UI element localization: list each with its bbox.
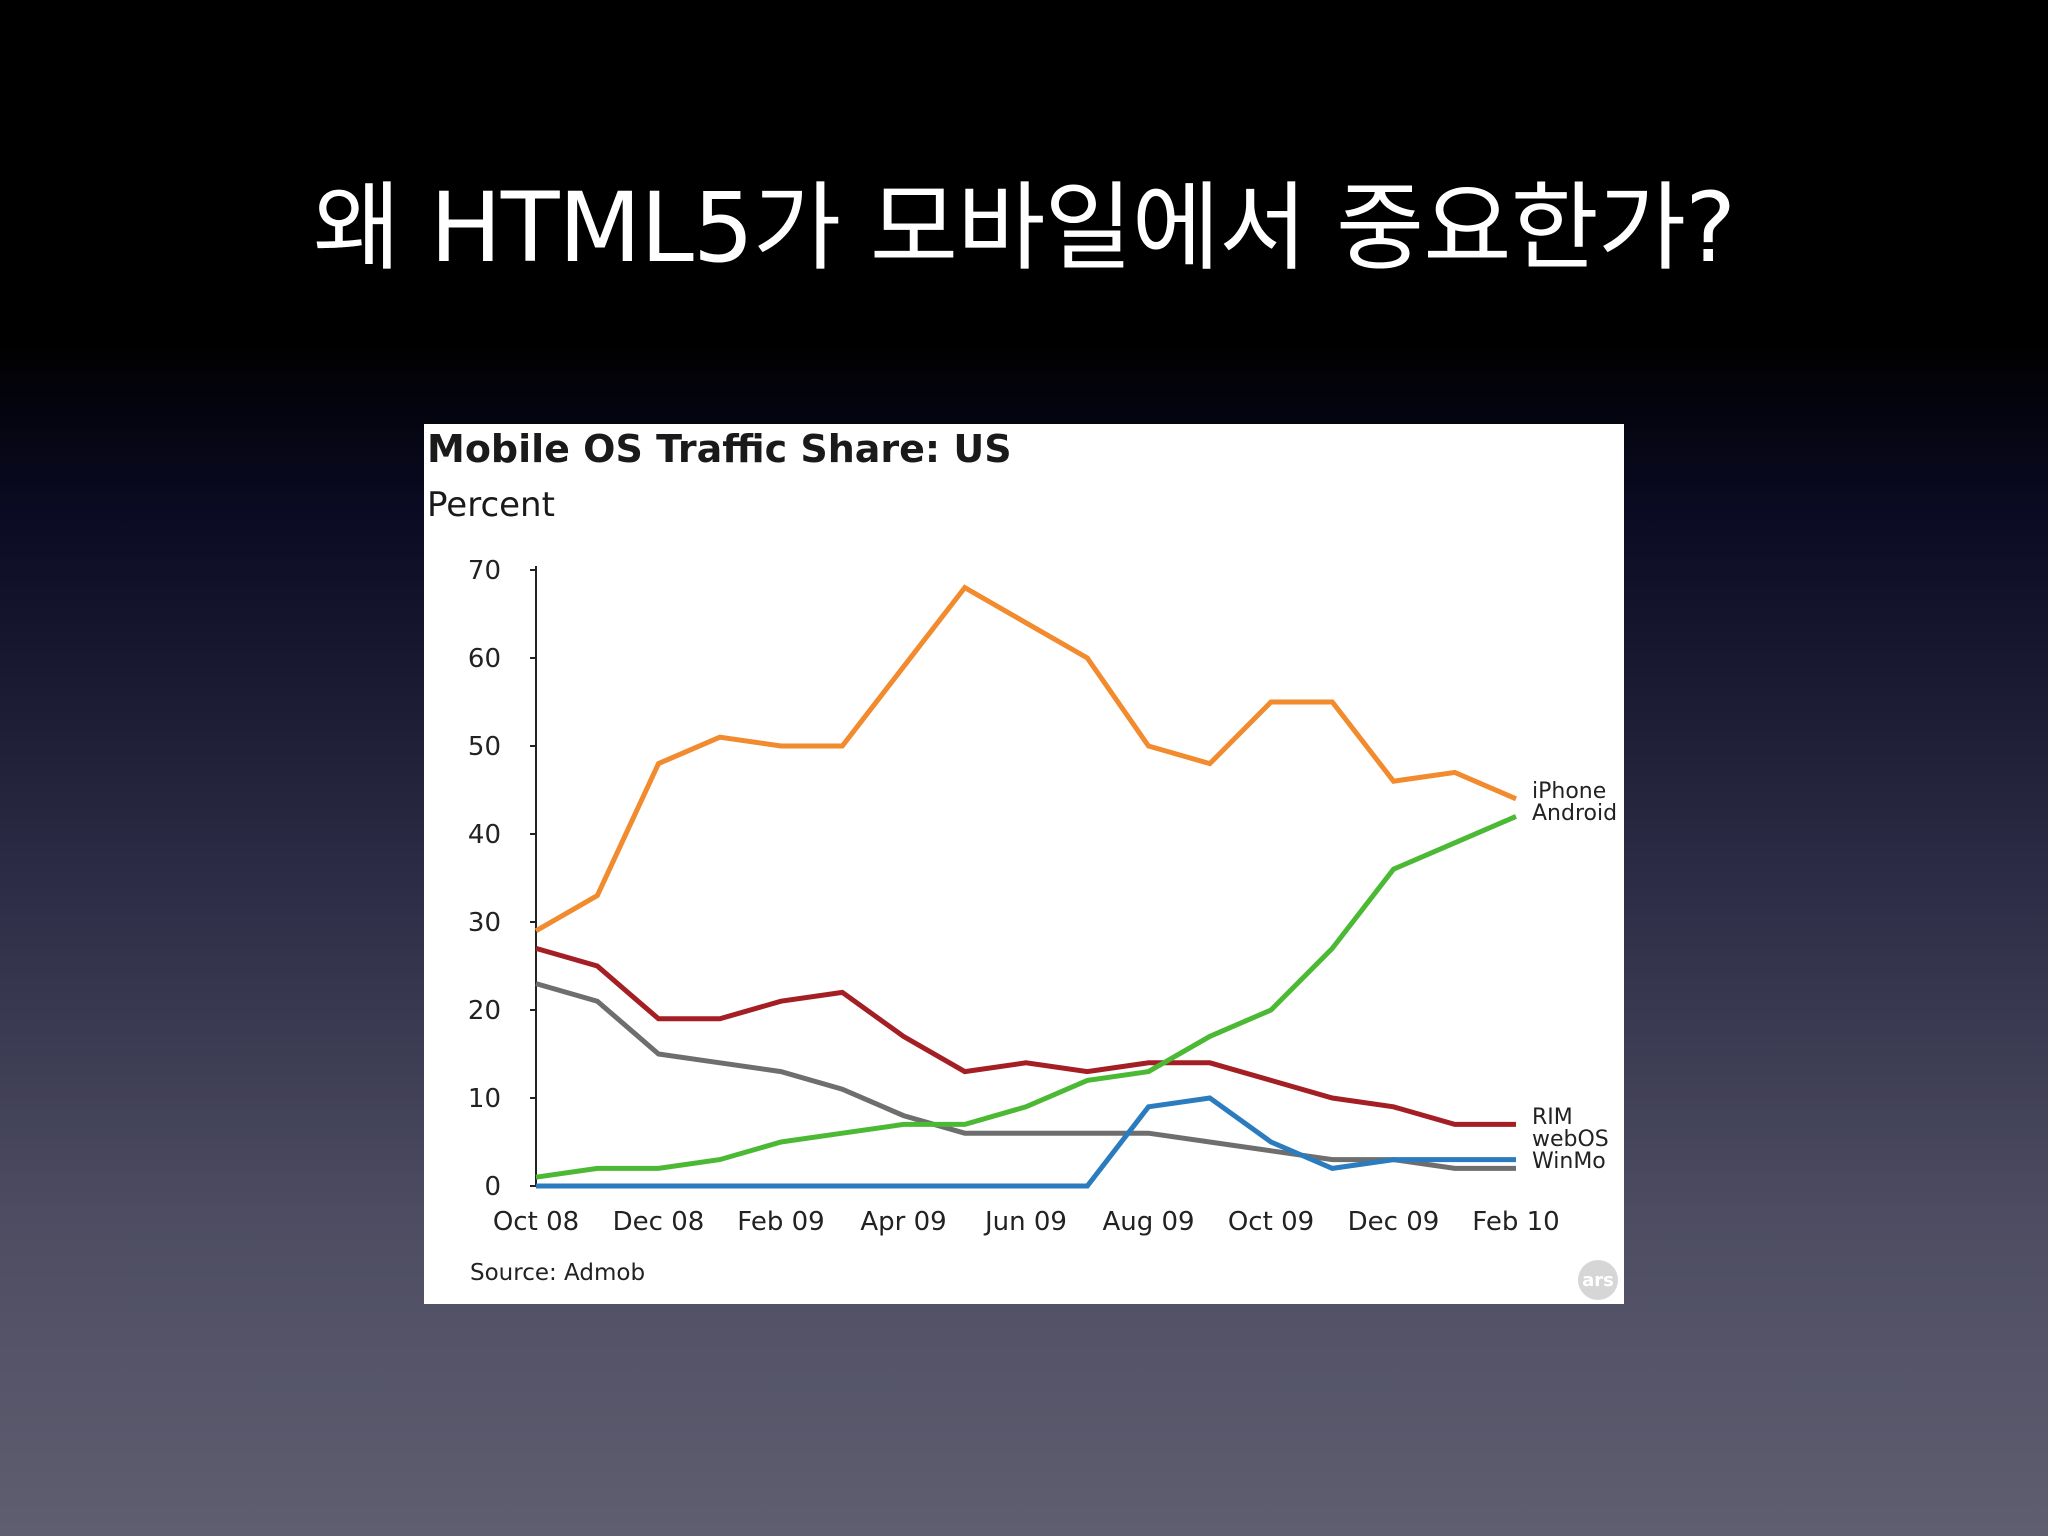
series-label-rim: RIM xyxy=(1532,1105,1573,1130)
y-tick-label: 30 xyxy=(468,908,501,938)
chart-axes: 0 10 20 30 40 50 60 70 Oct 08 Dec 08 Feb 09 Apr 09 J… xyxy=(468,556,1560,1237)
source-note: Source: Admob xyxy=(470,1260,645,1286)
ars-logo-text: ars xyxy=(1582,1270,1614,1291)
series-line-iphone xyxy=(534,584,1517,933)
x-tick-label: Oct 09 xyxy=(1228,1207,1314,1237)
y-tick-label: 20 xyxy=(468,996,501,1026)
y-tick-label: 10 xyxy=(468,1084,501,1114)
x-tick-label: Feb 09 xyxy=(737,1207,824,1237)
series-label-android: Android xyxy=(1532,801,1617,826)
y-tick-label: 50 xyxy=(468,732,501,762)
x-tick-label: Dec 08 xyxy=(613,1207,705,1237)
series-label-iphone: iPhone xyxy=(1532,779,1606,804)
slide-title: 왜 HTML5가 모바일에서 중요한가? xyxy=(312,172,1736,284)
series-line-rim xyxy=(535,945,1516,1127)
x-tick-label: Jun 09 xyxy=(983,1207,1067,1237)
chart-card: Mobile OS Traffic Share: US Percent 0 10 2… xyxy=(424,424,1624,1304)
x-tick-label: Feb 10 xyxy=(1472,1207,1559,1237)
x-tick-label: Apr 09 xyxy=(860,1207,946,1237)
x-tick-label: Dec 09 xyxy=(1348,1207,1440,1237)
series-line-webos xyxy=(536,1095,1516,1189)
line-chart: Mobile OS Traffic Share: US Percent 0 10 2… xyxy=(427,427,1618,1300)
x-tick-label: Aug 09 xyxy=(1102,1207,1194,1237)
y-tick-label: 0 xyxy=(484,1172,501,1202)
chart-series xyxy=(534,584,1517,1189)
series-line-winmo xyxy=(535,981,1516,1171)
ars-logo: ars xyxy=(1578,1260,1618,1300)
series-label-winmo: WinMo xyxy=(1532,1149,1606,1174)
y-tick-label: 60 xyxy=(468,644,501,674)
y-tick-label: 70 xyxy=(468,556,501,586)
chart-title: Mobile OS Traffic Share: US xyxy=(427,427,1012,471)
y-axis-label: Percent xyxy=(427,485,555,525)
series-line-android xyxy=(535,814,1517,1180)
series-label-webos: webOS xyxy=(1532,1127,1609,1152)
y-tick-label: 40 xyxy=(468,820,501,850)
x-tick-label: Oct 08 xyxy=(493,1207,579,1237)
